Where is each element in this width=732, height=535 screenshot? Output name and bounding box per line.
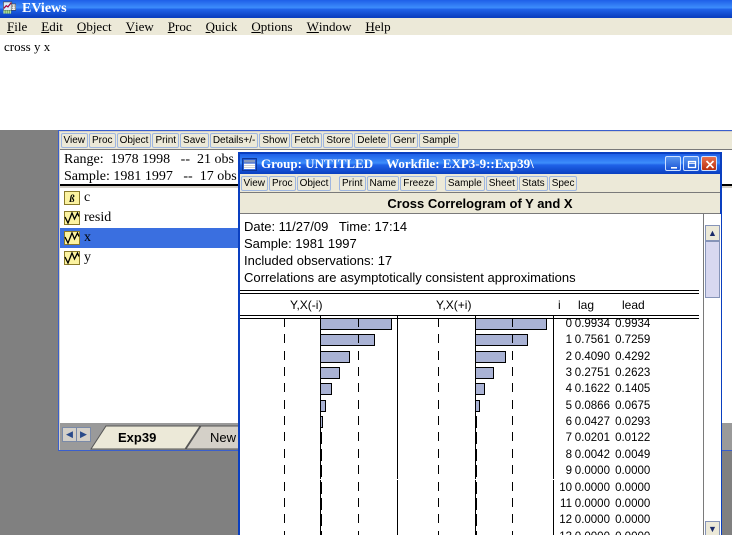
svg-text:Exp39: Exp39 [118,430,156,445]
svg-text:ß: ß [69,194,75,205]
